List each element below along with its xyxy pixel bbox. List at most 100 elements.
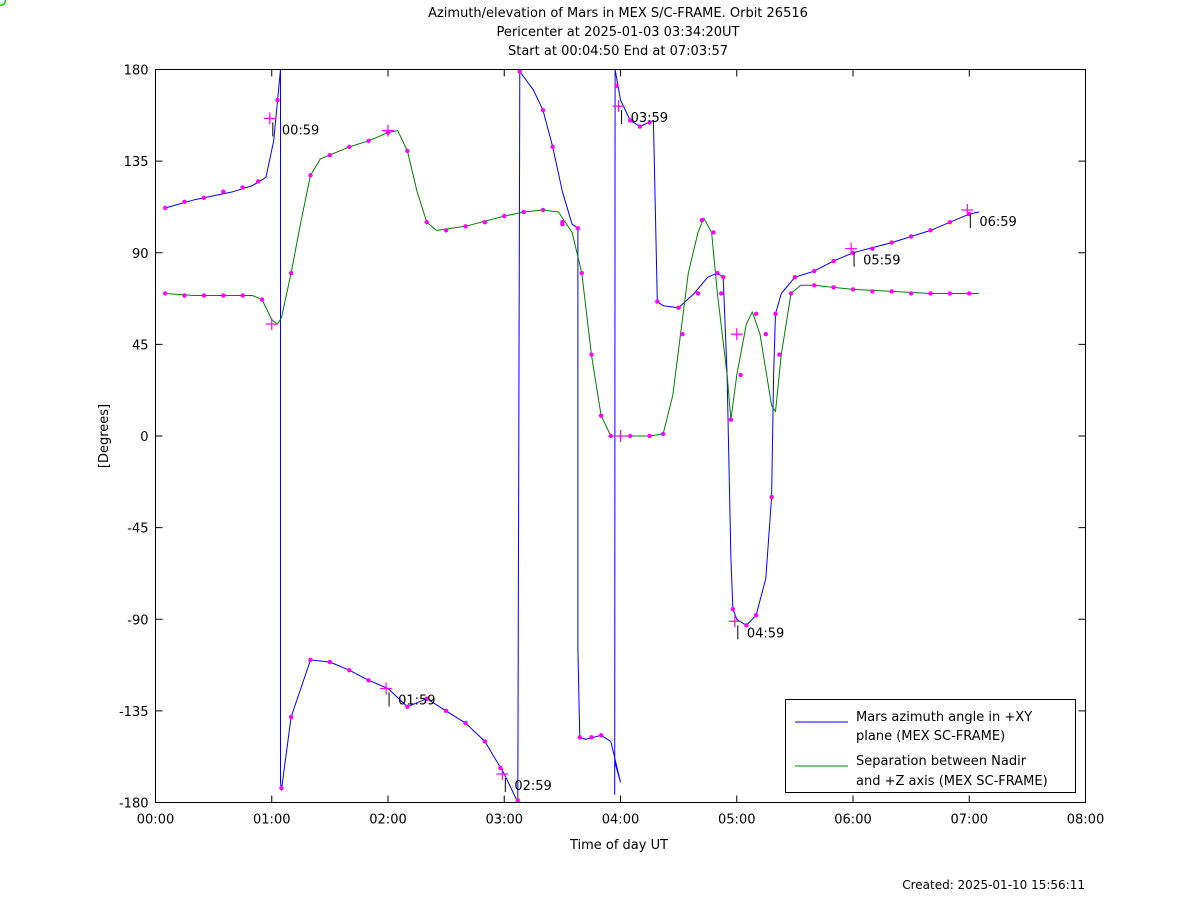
time-mark-label: 02:59	[514, 779, 551, 794]
sample-point	[521, 209, 526, 215]
time-mark-label: 00:59	[282, 123, 319, 138]
sample-point	[288, 270, 294, 276]
x-tick-label: 06:00	[834, 813, 871, 828]
sample-point	[201, 195, 207, 200]
sample-point	[182, 293, 187, 298]
sample-point	[753, 612, 759, 618]
sample-point	[255, 179, 261, 184]
sample-point	[366, 138, 371, 143]
legend-label-azimuth-line2: plane (MEX SC-FRAME)	[856, 729, 1005, 744]
sample-point	[614, 83, 619, 88]
sample-point	[240, 185, 245, 190]
sample-point	[889, 289, 894, 294]
sample-point	[589, 735, 594, 740]
sample-point	[598, 413, 604, 418]
sample-point	[517, 69, 522, 74]
sample-point	[777, 352, 782, 357]
x-tick-label: 04:00	[602, 813, 639, 828]
sample-point	[577, 735, 583, 740]
sample-point	[831, 258, 836, 264]
sample-point	[647, 120, 652, 125]
sample-point	[540, 207, 546, 213]
sample-point	[730, 606, 736, 612]
sample-point	[162, 205, 168, 211]
sample-point	[482, 739, 488, 744]
azimuth-series-line	[515, 71, 621, 801]
sample-point	[744, 623, 749, 628]
sample-point	[288, 714, 294, 720]
sample-point	[221, 189, 226, 194]
sample-point	[753, 311, 759, 317]
time-mark-label: 05:59	[863, 254, 900, 269]
sample-point	[676, 305, 681, 310]
plot-area: 00:59 01:59 02:59 03:59 04:59 05:59 06:59	[0, 0, 1017, 803]
azimuth-series-line	[280, 69, 517, 799]
sample-point	[575, 226, 581, 231]
x-tick-label: 08:00	[1067, 813, 1104, 828]
sample-point	[908, 291, 914, 296]
x-tick-label: 03:00	[486, 813, 523, 828]
y-tick-label: 0	[140, 430, 148, 445]
y-axis-label: [Degrees]	[97, 404, 112, 468]
y-tick-label: 135	[124, 155, 149, 170]
sample-point	[327, 659, 333, 665]
sample-point	[550, 144, 555, 150]
sample-point	[870, 289, 875, 294]
sample-point	[812, 283, 817, 288]
azimuth-series-line	[614, 69, 980, 795]
sample-point	[769, 494, 774, 500]
sample-point	[579, 270, 584, 276]
legend-box	[785, 699, 1076, 793]
sample-point	[221, 293, 226, 298]
created-timestamp: Created: 2025-01-10 15:56:11	[902, 878, 1085, 892]
sample-point	[498, 765, 503, 771]
x-tick-label: 00:00	[137, 813, 174, 828]
sample-point	[695, 291, 701, 296]
sample-point	[240, 293, 245, 298]
separation-series-line	[165, 130, 979, 437]
sample-point	[443, 708, 449, 714]
legend: Mars azimuth angle in +XY plane (MEX SC-…	[785, 699, 1076, 793]
sample-point	[366, 678, 371, 683]
time-mark-label: 03:59	[631, 111, 668, 126]
y-tick-label: 180	[124, 64, 149, 79]
sample-point	[947, 220, 953, 225]
sample-point	[327, 152, 333, 158]
sample-point	[947, 291, 953, 296]
sample-point	[443, 228, 449, 233]
sample-point	[463, 224, 468, 229]
sample-point	[424, 696, 429, 701]
sample-point	[502, 213, 507, 219]
chart-title: Azimuth/elevation of Mars in MEX S/C-FRA…	[428, 6, 808, 21]
time-mark-label: 06:59	[979, 215, 1016, 230]
sample-point	[162, 291, 168, 296]
sample-point	[608, 433, 614, 439]
sample-point	[773, 311, 778, 317]
sample-point	[347, 144, 352, 150]
sample-point	[660, 431, 666, 437]
sample-point	[347, 667, 352, 673]
azimuth-series-line	[165, 69, 281, 209]
chart-subtitle-span: Start at 00:04:50 End at 07:03:57	[508, 44, 728, 59]
sample-point	[870, 246, 875, 251]
sample-point	[720, 274, 726, 280]
sample-point	[201, 293, 207, 298]
y-tick-label: -180	[119, 797, 149, 812]
sample-point	[627, 433, 633, 439]
sample-point	[540, 108, 546, 113]
sample-point	[908, 234, 914, 239]
sample-point	[589, 352, 594, 357]
sample-point	[637, 124, 643, 129]
sample-point	[275, 97, 280, 103]
sample-point	[308, 173, 313, 178]
legend-label-separation-line2: and +Z axis (MEX SC-FRAME)	[856, 774, 1048, 789]
sample-point	[515, 798, 521, 803]
x-tick-label: 02:00	[369, 813, 406, 828]
sample-point	[763, 331, 769, 337]
axes: 00:00 01:00 02:00 03:00 04:00 05:00 06:00 07:00…	[119, 64, 1104, 828]
x-tick-label: 05:00	[718, 813, 755, 828]
sample-point	[598, 733, 604, 738]
sample-point	[259, 297, 265, 302]
sample-point	[889, 240, 894, 245]
